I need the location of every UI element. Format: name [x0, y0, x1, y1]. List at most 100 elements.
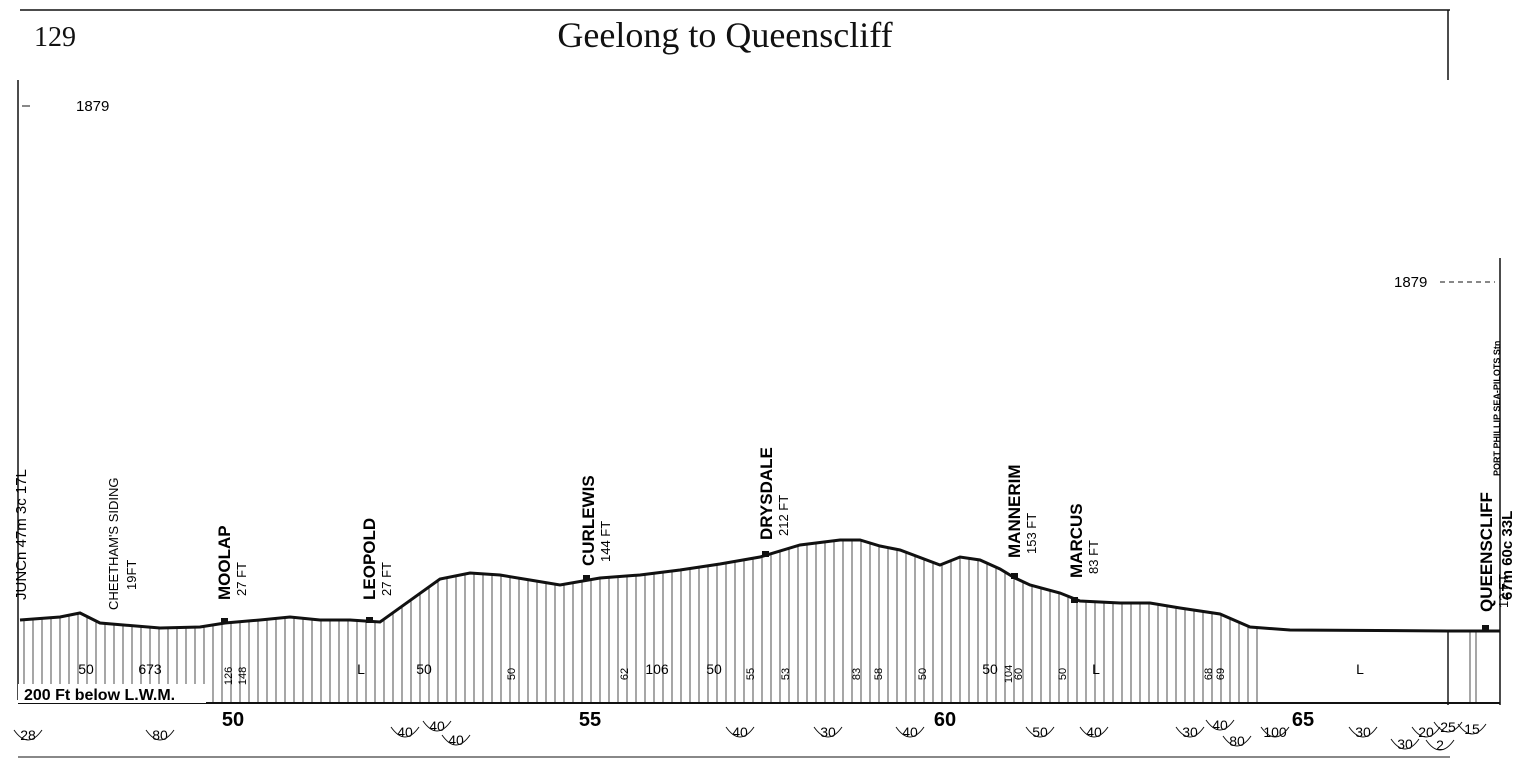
- curve-arc: [1348, 726, 1378, 738]
- station-marker-marcus: [1071, 597, 1078, 603]
- page-title: Geelong to Queenscliff: [557, 15, 893, 55]
- curve-radius-label: 40: [448, 732, 464, 748]
- curve-radius-label: 80: [1229, 733, 1245, 749]
- curve-arc: [1457, 723, 1487, 735]
- junction-label: JUNCn 47m 3c 17L: [13, 469, 30, 600]
- gradient-label: 53: [780, 668, 792, 680]
- curve-radius-label: 40: [732, 724, 748, 740]
- curve-arc: [1025, 726, 1055, 738]
- station-name: LEOPOLD: [360, 518, 379, 600]
- datum-label: 200 Ft below L.W.M.: [24, 687, 175, 704]
- station-labels: CHEETHAM'S SIDING 19FT MOOLAP 27 FT LEOPOLD 2…: [106, 447, 1511, 612]
- year-right: 1879: [1394, 274, 1427, 291]
- curve-radius-label: 25: [1440, 719, 1456, 735]
- curve-radius-label: 30: [1397, 736, 1413, 752]
- gradient-label: 50: [506, 668, 518, 680]
- curve-radius-label: 15: [1464, 721, 1480, 737]
- gradient-label: L: [1356, 661, 1364, 677]
- gradient-label: 50: [706, 661, 722, 677]
- curve-arc: [390, 726, 420, 738]
- gradient-label: 148: [237, 667, 249, 685]
- milepost-label: 65: [1292, 709, 1314, 731]
- curve-radius-label: 28: [20, 727, 36, 743]
- station-height: 27 FT: [379, 562, 394, 596]
- station-height: 19FT: [124, 560, 139, 590]
- curve-radius-label: 80: [152, 727, 168, 743]
- station-height: 144 FT: [598, 521, 613, 562]
- station-marker-drysdale: [762, 551, 769, 557]
- gradient-label: 58: [873, 668, 885, 680]
- station-marker-leopold: [366, 617, 373, 623]
- milepost-label: 55: [579, 709, 601, 731]
- curve-arc: [1433, 721, 1463, 733]
- curve-arc: [441, 734, 471, 746]
- gradient-label: 83: [851, 668, 863, 680]
- year-left: 1879: [76, 98, 109, 115]
- gradient-label: 50: [982, 661, 998, 677]
- curve-arc: [895, 726, 925, 738]
- gradient-label: 60: [1013, 668, 1025, 680]
- station-marker-mannerim: [1011, 573, 1018, 579]
- gradient-label: 104: [1003, 665, 1015, 683]
- curve-arc: [1260, 726, 1290, 738]
- gradient-label: L: [1092, 661, 1100, 677]
- page-number: 129: [34, 22, 76, 53]
- station-markers: [221, 551, 1489, 631]
- profile-line: [19, 538, 1500, 633]
- station-height: 83 FT: [1086, 540, 1101, 574]
- station-name: QUEENSCLIFF: [1477, 492, 1496, 612]
- station-marker-curlewis: [583, 575, 590, 581]
- station-name: CHEETHAM'S SIDING: [106, 478, 121, 611]
- curve-arc: [145, 729, 175, 741]
- curve-radius-label: 30: [1355, 724, 1371, 740]
- gradient-labels: 50 673 126 148 L 50 50 62 106 50 55 53 83 58 50 50 10460…: [78, 661, 1364, 685]
- end-label: 67m 60c 33L: [1499, 511, 1516, 600]
- station-marker-moolap: [221, 618, 228, 624]
- gradient-label: 126: [223, 667, 235, 685]
- gradient-label: 673: [138, 661, 162, 677]
- station-height: 27 FT: [234, 562, 249, 596]
- gradient-label: L: [357, 661, 365, 677]
- curve-radius-label: 30: [820, 724, 836, 740]
- gradient-label: 55: [745, 668, 757, 680]
- curve-radius-label: 20: [1418, 724, 1434, 740]
- curve-radius-label: 30: [1182, 724, 1198, 740]
- curve-radius-label: 40: [1212, 717, 1228, 733]
- curve-arc: [1390, 738, 1420, 750]
- year-markers: 1879 1879: [22, 98, 1495, 291]
- gradient-label: 50: [917, 668, 929, 680]
- gradient-label: 62: [619, 668, 631, 680]
- curve-arc: [1079, 726, 1109, 738]
- gradient-label: 69: [1215, 668, 1227, 680]
- milepost-label: 60: [934, 709, 956, 731]
- milepost-labels: 50 55 60 65: [222, 709, 1314, 731]
- curve-radius-label: 40: [429, 718, 445, 734]
- milepost-label: 50: [222, 709, 244, 731]
- station-name: DRYSDALE: [757, 447, 776, 540]
- curve-arc: [1425, 739, 1455, 751]
- station-height: 212 FT: [776, 495, 791, 536]
- curve-radius-label: 2: [1436, 737, 1444, 753]
- curve-arc: [1222, 735, 1252, 747]
- station-marker-queenscliff: [1482, 625, 1489, 631]
- gradient-label: 106: [645, 661, 669, 677]
- curve-arc: [13, 729, 43, 741]
- station-name: CURLEWIS: [579, 475, 598, 566]
- curve-radius-label: 40: [1086, 724, 1102, 740]
- frame: [17, 9, 1501, 705]
- curve-arc: [422, 720, 452, 732]
- curve-arc: [1411, 726, 1441, 738]
- pilots-label: PORT PHILLIP SEA-PILOTS Stn: [1492, 341, 1502, 476]
- curve-radius-label: 40: [397, 724, 413, 740]
- station-name: MARCUS: [1067, 503, 1086, 578]
- station-height: 153 FT: [1024, 513, 1039, 554]
- curve-radius-label: 100: [1263, 724, 1287, 740]
- gradient-label: 50: [416, 661, 432, 677]
- curve-arc: [725, 726, 755, 738]
- gradient-label: 50: [1057, 668, 1069, 680]
- curve-arc: [1205, 719, 1235, 731]
- curve-radius-label: 40: [902, 724, 918, 740]
- curve-arc: [1175, 726, 1205, 738]
- curve-arc: [813, 726, 843, 738]
